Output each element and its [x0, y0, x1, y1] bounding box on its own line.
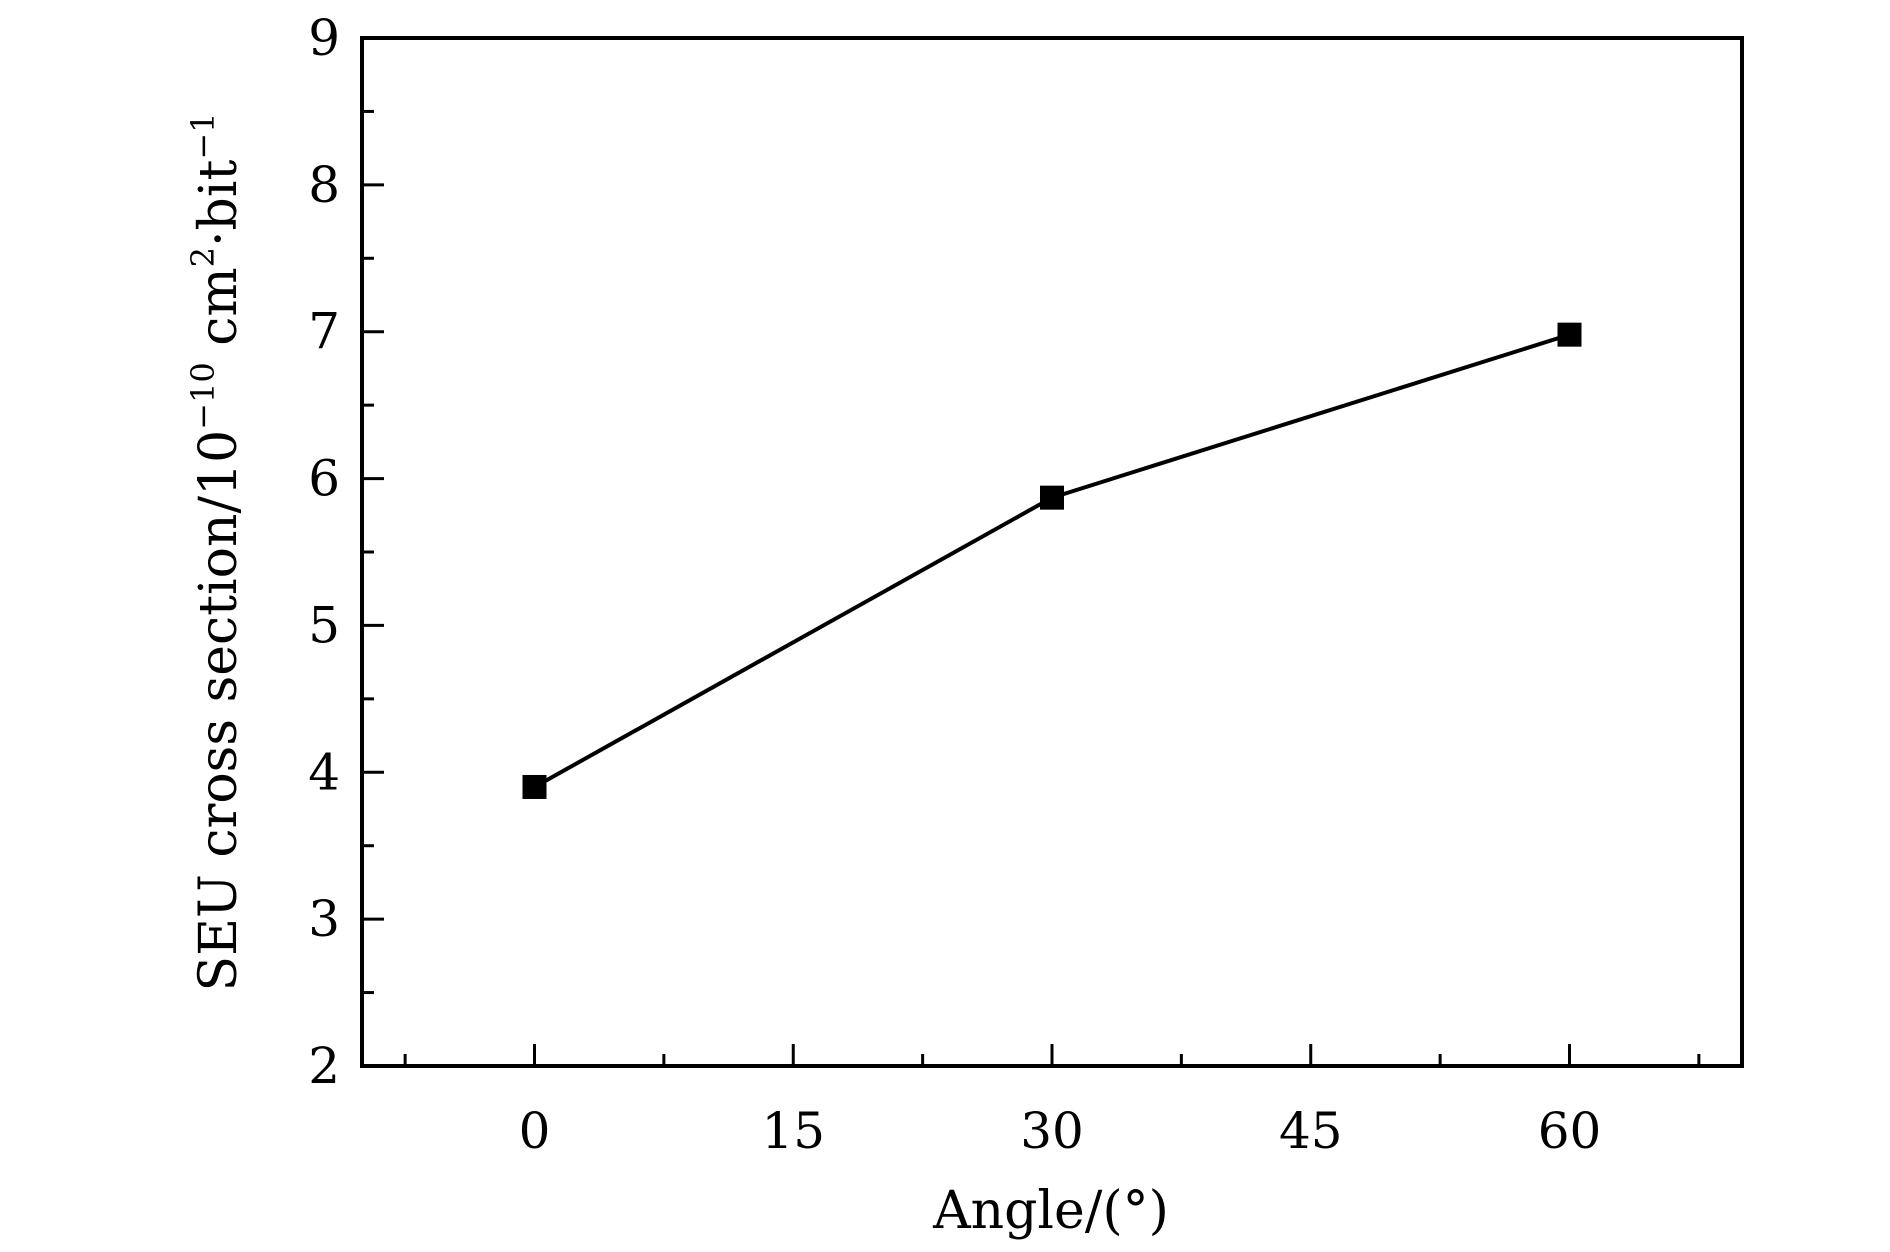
plot-frame	[360, 36, 1744, 1068]
y-tick-label: 8	[308, 156, 340, 214]
y-axis-title-exponent: −10	[184, 362, 222, 430]
y-axis-title-unit-exponent: 2	[184, 247, 222, 267]
y-tick-label: 6	[308, 450, 340, 508]
x-tick-label: 45	[1279, 1102, 1343, 1160]
data-point-marker	[522, 774, 547, 799]
series-line	[533, 332, 1571, 789]
series-layer	[522, 322, 1582, 799]
x-tick-label: 15	[761, 1102, 825, 1160]
x-tick-label: 0	[519, 1102, 551, 1160]
data-point-marker	[1040, 485, 1064, 510]
y-axis-ticks	[362, 36, 384, 1068]
y-tick-label: 2	[308, 1037, 340, 1095]
y-tick-label: 4	[308, 743, 340, 801]
x-axis-ticks	[403, 1044, 1701, 1066]
y-tick-label: 5	[308, 596, 340, 654]
y-axis-title-unit-a: cm	[189, 267, 249, 362]
y-axis-title-unit-b: ·bit	[189, 160, 249, 247]
x-tick-label: 60	[1538, 1102, 1602, 1160]
x-tick-label: 30	[1020, 1102, 1084, 1160]
x-axis-tick-labels: 0 15 30 45 60	[519, 1102, 1602, 1160]
y-axis-title: SEU cross section/10−10 cm2·bit−1	[184, 112, 249, 991]
y-axis-title-base: SEU cross section/10	[189, 430, 249, 992]
y-tick-label: 3	[308, 890, 340, 948]
y-axis-tick-labels: 2 3 4 5 6 7 8 9	[308, 9, 340, 1095]
x-axis-title: Angle/(°)	[932, 1181, 1169, 1241]
y-tick-label: 7	[308, 303, 340, 361]
y-tick-label: 9	[308, 9, 340, 67]
data-point-marker	[1557, 322, 1582, 347]
y-axis-title-unit-exponent-2: −1	[184, 112, 222, 159]
